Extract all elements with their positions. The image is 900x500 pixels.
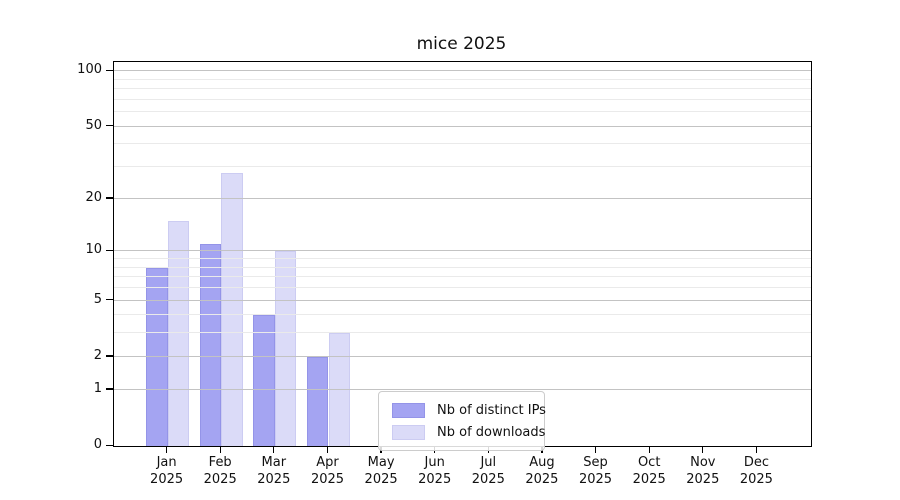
y-tick-mark — [106, 69, 113, 71]
y-tick-label: 5 — [93, 291, 102, 307]
x-tick-label: May 2025 — [349, 454, 413, 488]
y-tick-mark — [106, 388, 113, 390]
y-tick-mark — [106, 249, 113, 252]
legend-swatch-distinct-ips — [392, 402, 425, 418]
x-tick-label-month: Feb — [208, 455, 232, 470]
legend: Nb of distinct IPs Nb of downloads — [378, 391, 546, 451]
x-tick-label: Oct 2025 — [617, 454, 681, 488]
x-tick-label-year: 2025 — [525, 472, 559, 487]
y-tick-label: 10 — [85, 242, 102, 258]
x-tick-label-year: 2025 — [686, 472, 720, 487]
x-tick-label-month: Dec — [743, 455, 769, 470]
legend-item-distinct-ips: Nb of distinct IPs — [392, 399, 546, 421]
gridline-major — [114, 70, 811, 72]
chart-title: mice 2025 — [416, 34, 507, 54]
x-tick-label-month: Jul — [480, 455, 497, 470]
x-tick-label-month: Nov — [690, 455, 716, 470]
gridline-minor — [114, 166, 811, 168]
legend-label-distinct-ips: Nb of distinct IPs — [437, 402, 546, 418]
x-tick-label: Apr 2025 — [296, 454, 360, 488]
x-tick-label: Jun 2025 — [403, 454, 467, 488]
gridline-minor — [114, 332, 811, 334]
x-tick-label-month: Jan — [156, 455, 177, 470]
gridline-minor — [114, 111, 811, 113]
plot-area: Nb of distinct IPs Nb of downloads — [113, 61, 812, 451]
gridline-major — [114, 125, 811, 127]
x-tick-label-month: Mar — [261, 455, 287, 470]
x-tick-label-year: 2025 — [418, 472, 452, 487]
x-tick-label: Mar 2025 — [242, 454, 306, 488]
gridline-minor — [114, 314, 811, 316]
x-tick-label: Feb 2025 — [188, 454, 252, 488]
x-tick-label-year: 2025 — [310, 472, 345, 487]
gridline-major — [114, 355, 811, 357]
bar-feb-ips — [199, 244, 222, 446]
x-tick-label-year: 2025 — [257, 472, 291, 487]
x-tick-mark — [702, 446, 704, 453]
y-tick-label: 100 — [77, 62, 102, 78]
bar-apr-ips — [307, 356, 329, 446]
gridline-minor — [114, 276, 811, 278]
x-tick-label-month: Jun — [424, 455, 445, 470]
gridline-minor — [114, 286, 811, 288]
x-tick-mark — [273, 446, 275, 453]
y-tick-mark — [106, 355, 113, 357]
y-tick-label: 50 — [85, 117, 102, 133]
x-tick-label-year: 2025 — [471, 472, 505, 487]
legend-item-downloads: Nb of downloads — [392, 421, 545, 443]
x-tick-label: Jul 2025 — [456, 454, 520, 488]
y-tick-label: 1 — [93, 380, 102, 396]
y-tick-label: 20 — [85, 189, 102, 205]
bar-feb-downloads — [221, 172, 243, 446]
x-tick-label-year: 2025 — [364, 472, 398, 487]
x-tick-label: Aug 2025 — [510, 454, 574, 488]
x-tick-label-month: May — [367, 455, 395, 470]
y-tick-mark — [106, 125, 113, 127]
x-tick-label-month: Apr — [316, 455, 339, 470]
x-tick-label-year: 2025 — [739, 472, 773, 487]
gridline-major — [114, 388, 811, 390]
x-tick-mark — [219, 446, 221, 453]
x-tick-label-year: 2025 — [203, 472, 237, 487]
legend-swatch-downloads — [392, 424, 425, 440]
x-tick-label: Dec 2025 — [724, 454, 788, 488]
gridline-minor — [114, 143, 811, 145]
x-tick-label-month: Aug — [529, 455, 555, 470]
gridline-minor — [114, 78, 811, 80]
x-tick-label-year: 2025 — [578, 472, 613, 487]
x-tick-label-month: Oct — [637, 455, 661, 470]
x-tick-label: Jan 2025 — [135, 454, 199, 488]
gridline-minor — [114, 258, 811, 259]
gridline-minor — [114, 266, 811, 268]
y-tick-mark — [106, 299, 113, 301]
y-tick-mark — [106, 197, 113, 199]
gridline-minor — [114, 88, 811, 89]
grid-layer — [114, 62, 811, 446]
gridline-major — [114, 250, 811, 252]
gridline-major — [114, 299, 811, 301]
x-tick-label-year: 2025 — [150, 472, 184, 487]
x-tick-mark — [594, 446, 597, 453]
x-tick-label: Nov 2025 — [671, 454, 735, 488]
gridline-major — [114, 197, 811, 199]
bar-apr-downloads — [328, 333, 350, 446]
bar-jan-downloads — [167, 220, 189, 446]
x-tick-label: Sep 2025 — [564, 454, 628, 488]
gridline-minor — [114, 98, 811, 100]
x-tick-mark — [648, 446, 650, 453]
x-tick-mark — [755, 446, 758, 453]
x-tick-label-year: 2025 — [632, 472, 666, 487]
y-tick-label: 0 — [93, 437, 102, 452]
bar-mar-ips — [253, 315, 275, 446]
y-tick-label: 2 — [93, 347, 102, 363]
x-tick-mark — [326, 446, 329, 453]
legend-label-downloads: Nb of downloads — [437, 424, 546, 440]
y-tick-mark — [106, 444, 113, 446]
x-tick-mark — [165, 446, 168, 453]
x-tick-label-month: Sep — [583, 455, 608, 470]
